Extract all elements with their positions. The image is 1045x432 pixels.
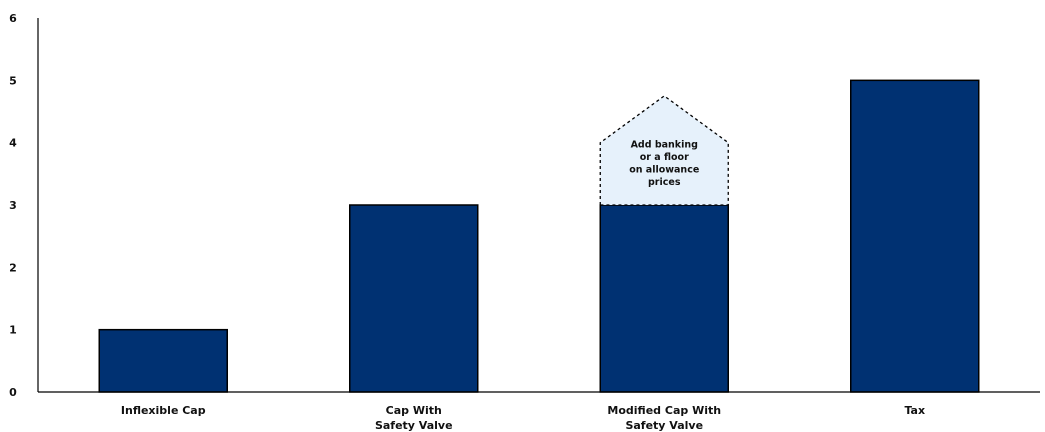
y-tick-label-0: 0 [9,386,17,399]
y-tick-label-1: 1 [9,324,17,337]
annotation-text-line-3: prices [648,177,681,188]
x-category-label-2-line-1: Safety Valve [625,419,703,432]
axes-group [37,18,1040,393]
bar-0 [98,328,228,393]
bars-group [98,79,980,393]
bar-2 [599,204,729,393]
bar-3 [850,79,980,393]
y-tick-label-6: 6 [9,12,17,25]
bar-1 [349,204,479,393]
y-tick-label-3: 3 [9,199,17,212]
y-tick-label-4: 4 [9,137,17,150]
y-axis-ticks: 0 1 2 3 4 5 6 [9,12,17,399]
y-tick-label-5: 5 [9,74,17,87]
x-category-label-0-line-0: Inflexible Cap [121,404,206,417]
annotation-text-line-1: or a floor [640,152,689,163]
x-axis-labels: Inflexible Cap Cap With Safety Valve Modifi… [121,404,925,432]
x-category-label-1-line-1: Safety Valve [375,419,453,432]
x-category-label-2-line-0: Modified Cap With [607,404,721,417]
x-category-label-1-line-0: Cap With [386,404,442,417]
annotation-shape [599,95,729,206]
y-tick-label-2: 2 [9,261,17,274]
annotation-text-line-2: on allowance [629,165,699,176]
x-category-label-3-line-0: Tax [904,404,925,417]
annotation-text-line-0: Add banking [631,140,698,151]
